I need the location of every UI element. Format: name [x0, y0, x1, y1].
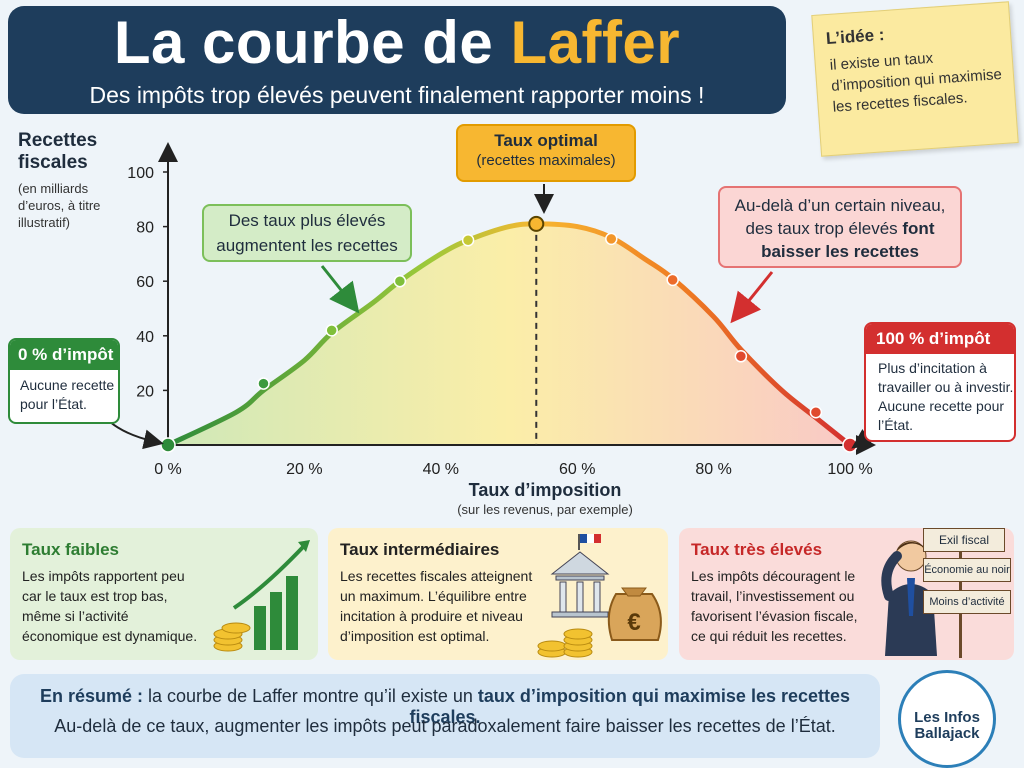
curve-area — [168, 223, 850, 445]
too-high-text: Au-delà d’un certain niveau, des taux tr… — [734, 196, 946, 238]
curve-point — [809, 405, 823, 419]
rising-bars-coins-icon — [213, 540, 310, 652]
panel-mid-rates-title: Taux intermédiaires — [340, 540, 500, 559]
curve-point — [734, 350, 748, 363]
title-highlight: Laffer — [510, 9, 681, 76]
panel-high-rates-text: Les impôts découragent le travail, l’inv… — [691, 568, 858, 644]
panel-high-rates: Taux très élevés Les impôts découragent … — [679, 528, 1014, 660]
signpost-moins-activite: Moins d’activité — [923, 590, 1011, 614]
panel-mid-rates-text: Les recettes fiscales atteignent un maxi… — [340, 568, 533, 644]
y-tick-label: 80 — [136, 220, 154, 237]
summary-emphasis: taux d’imposition qui maximise les recet… — [409, 686, 851, 727]
logo-line-1: Les Infos — [914, 709, 980, 726]
signpost-economie-au-noir: Économie au noir — [923, 558, 1011, 582]
curve-point — [666, 273, 679, 287]
curve-point — [842, 437, 858, 453]
x-tick-label: 20 % — [286, 461, 322, 478]
site-logo: Les Infos Ballajack — [898, 670, 996, 768]
svg-text:€: € — [627, 609, 640, 636]
summary-line-1: En résumé : la courbe de Laffer montre q… — [10, 686, 880, 728]
y-axis-title: Recettes fiscales — [18, 130, 98, 173]
red-callout-arrow — [730, 271, 774, 324]
too-high-callout: Au-delà d’un certain niveau, des taux tr… — [718, 186, 962, 268]
zero-tax-callout: 0 % d’impôt Aucune recette pour l’État. — [8, 338, 120, 424]
header-banner: La courbe de Laffer Des impôts trop élev… — [8, 6, 786, 114]
panel-high-rates-title: Taux très élevés — [691, 540, 823, 559]
laffer-chart: 20 40 60 80 100 0 % 20 % 40 % 60 % 80 % 100 % — [97, 142, 876, 478]
x-tick-label: 40 % — [423, 461, 459, 478]
page-subtitle: Des impôts trop élevés peuvent finalemen… — [89, 82, 705, 108]
curve-point — [160, 437, 176, 453]
summary-text: la courbe de Laffer montre qu’il existe … — [143, 686, 478, 706]
optimal-rate-subtitle: (recettes maximales) — [476, 152, 616, 169]
bank-money-bag-icon: € — [537, 534, 662, 658]
x-axis-title: Taux d’imposition — [468, 480, 622, 500]
curve-point — [393, 274, 407, 288]
optimum-point — [528, 215, 545, 232]
logo-line-2: Ballajack — [914, 725, 980, 742]
x-tick-label: 80 % — [695, 461, 731, 478]
zero-tax-title: 0 % d’impôt — [10, 340, 118, 370]
optimal-rate-callout: Taux optimal (recettes maximales) — [456, 124, 636, 182]
laffer-curve-line — [165, 221, 853, 448]
title-text: La courbe de — [113, 9, 511, 76]
panel-low-rates-title: Taux faibles — [22, 540, 119, 559]
y-axis-subtitle: (en milliards d’euros, à titre illustrat… — [18, 181, 101, 230]
panel-low-rates-text: Les impôts rapportent peu car le taux es… — [22, 568, 198, 644]
curve-point — [461, 234, 475, 247]
higher-rates-callout: Des taux plus élevés augmentent les rece… — [202, 204, 412, 262]
summary-lead: En résumé : — [39, 686, 144, 706]
x-tick-label: 60 % — [559, 461, 595, 478]
curve-point — [257, 377, 270, 390]
full-tax-title: 100 % d’impôt — [866, 324, 1014, 354]
curve-point — [325, 324, 338, 337]
too-high-emphasis: font baisser les recettes — [761, 219, 935, 261]
curve-point — [605, 232, 618, 246]
full-tax-text: Plus d’incitation à travailler ou à inve… — [878, 360, 1014, 433]
optimal-rate-title: Taux optimal — [494, 131, 598, 150]
signpost-exil-fiscal: Exil fiscal — [923, 528, 1005, 552]
y-tick-label: 100 — [127, 165, 154, 182]
summary-line-2: Au-delà de ce taux, augmenter les impôts… — [54, 716, 836, 736]
summary-banner: En résumé : la courbe de Laffer montre q… — [10, 674, 880, 758]
page-title: La courbe de Laffer — [8, 8, 786, 77]
x-axis-subtitle: (sur les revenus, par exemple) — [457, 502, 633, 517]
y-tick-label: 20 — [136, 383, 154, 400]
zero-tax-text: Aucune recette pour l’État. — [20, 377, 115, 412]
full-tax-callout: 100 % d’impôt Plus d’incitation à travai… — [864, 322, 1016, 442]
y-tick-label: 40 — [136, 329, 154, 346]
x-tick-label: 100 % — [827, 461, 872, 478]
panel-mid-rates: Taux intermédiaires Les recettes fiscale… — [328, 528, 668, 660]
x-tick-label: 0 % — [154, 461, 182, 478]
panel-low-rates: Taux faibles Les impôts rapportent peu c… — [10, 528, 318, 660]
green-callout-arrow — [320, 265, 360, 314]
y-tick-label: 60 — [136, 274, 154, 291]
